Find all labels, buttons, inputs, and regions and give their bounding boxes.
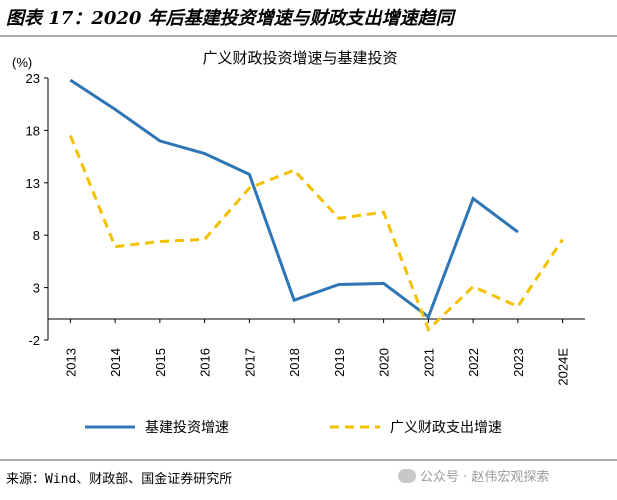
- x-tick-label: 2020: [377, 348, 392, 377]
- x-tick-label: 2014: [108, 348, 123, 377]
- x-tick-label: 2013: [63, 348, 78, 377]
- source-note: 来源：Wind、财政部、国金证券研究所: [6, 472, 233, 487]
- x-tick-label: 2017: [242, 348, 257, 377]
- unit-label: (%): [12, 55, 32, 70]
- x-tick-label: 2022: [466, 348, 481, 377]
- x-tick-label: 2024E: [556, 348, 571, 386]
- y-tick-label: 18: [26, 123, 40, 138]
- chart-title: 广义财政投资增速与基建投资: [202, 49, 397, 67]
- series-layer: [69, 78, 564, 333]
- y-tick-label: 3: [33, 281, 40, 296]
- x-tick-label: 2016: [198, 348, 213, 377]
- figure-title: 图表 17：2020 年后基建投资增速与财政支出增速趋同: [6, 8, 454, 29]
- legend-label-1: 基建投资增速: [145, 419, 229, 436]
- x-tick-label: 2018: [287, 348, 302, 377]
- legend: 基建投资增速 广义财政支出增速: [85, 419, 502, 436]
- y-tick-label: 13: [26, 176, 40, 191]
- watermark-text: 公众号 · 赵伟宏观探索: [420, 470, 550, 485]
- axes: -2 3 8 13 18 23 2013 2014 2015 2016 2017 2018 2019 20…: [26, 71, 585, 386]
- watermark: 公众号 · 赵伟宏观探索: [398, 466, 549, 485]
- x-tick-label: 2019: [332, 348, 347, 377]
- footer-divider: [0, 459, 617, 461]
- title-divider: [0, 35, 617, 37]
- series-line-2: [69, 135, 564, 333]
- x-tick-label: 2021: [421, 348, 436, 377]
- y-tick-label: 23: [26, 71, 40, 86]
- y-tick-label: -2: [28, 333, 40, 348]
- series-line-1: [69, 78, 519, 320]
- x-tick-label: 2015: [153, 348, 168, 377]
- wechat-icon: [398, 469, 416, 483]
- legend-label-2: 广义财政支出增速: [390, 420, 502, 436]
- line-chart: 广义财政投资增速与基建投资 (%) -2 3 8 13 18 23 2013 2014 2015…: [12, 49, 585, 436]
- x-tick-label: 2023: [511, 348, 526, 377]
- y-tick-label: 8: [33, 228, 40, 243]
